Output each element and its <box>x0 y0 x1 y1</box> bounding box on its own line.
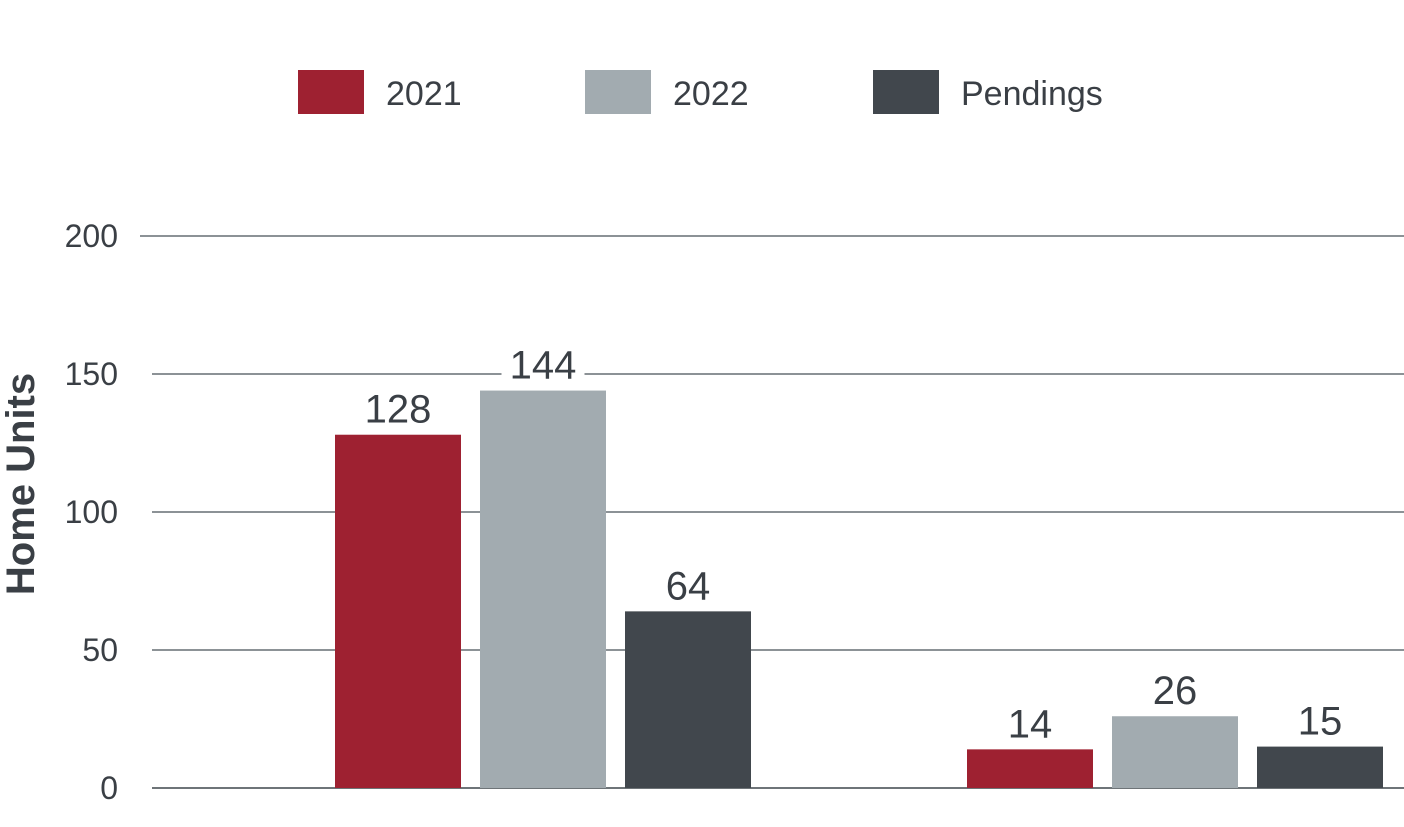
y-axis: 0 50 100 150 200 <box>65 218 118 806</box>
data-labels: 128 14 144 26 64 15 <box>356 344 1351 746</box>
y-axis-label: Home Units <box>0 373 43 595</box>
y-tick-label-4: 200 <box>65 218 118 254</box>
data-label-backing-2-0 <box>657 567 719 606</box>
bar-2-1 <box>1257 746 1383 788</box>
data-label-backing-0-1 <box>999 705 1061 744</box>
y-tick-label-1: 50 <box>82 632 118 668</box>
bar-0-0 <box>335 434 461 788</box>
legend-label-1: 2022 <box>673 75 749 113</box>
bar-0-1 <box>967 749 1093 788</box>
data-label-backing-2-1 <box>1289 702 1351 741</box>
data-label-backing-0-0 <box>356 390 440 429</box>
data-label-backing-1-1 <box>1144 672 1206 711</box>
y-tick-label-3: 150 <box>65 356 118 392</box>
bar-2-0 <box>625 611 751 788</box>
y-tick-label-0: 0 <box>100 770 118 806</box>
data-label-1-0: 144 <box>510 344 577 388</box>
legend-swatch-1 <box>585 70 651 114</box>
gridlines <box>140 235 1404 789</box>
legend-label-2: Pendings <box>961 75 1103 113</box>
legend-swatch-0 <box>298 70 364 114</box>
bar-1-0 <box>480 390 606 788</box>
y-tick-label-2: 100 <box>65 494 118 530</box>
bars <box>335 390 1383 788</box>
data-label-backing-1-0 <box>501 346 585 385</box>
bar-1-1 <box>1112 716 1238 788</box>
legend-label-0: 2021 <box>386 75 462 113</box>
data-label-2-0: 64 <box>666 564 711 608</box>
data-label-2-1: 15 <box>1298 700 1343 744</box>
data-label-0-1: 14 <box>1008 702 1053 746</box>
data-label-0-0: 128 <box>365 388 432 432</box>
legend-swatch-2 <box>873 70 939 114</box>
legend: 2021 2022 Pendings <box>298 70 1103 114</box>
data-label-1-1: 26 <box>1153 669 1198 713</box>
